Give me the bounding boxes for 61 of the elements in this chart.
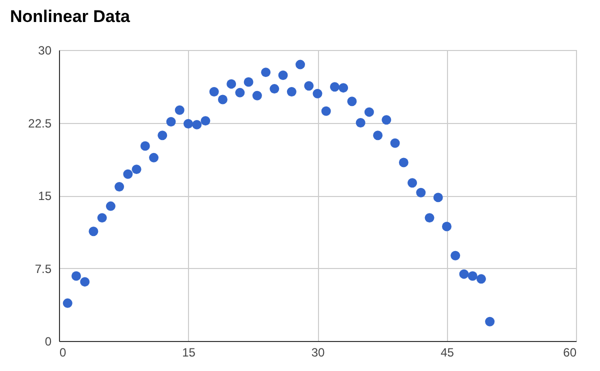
point: [235, 88, 245, 98]
point: [433, 192, 443, 202]
chart-title: Nonlinear Data: [10, 7, 131, 26]
point: [270, 84, 280, 94]
point: [450, 250, 460, 260]
point: [390, 138, 400, 148]
y-tick-label: 22.5: [28, 116, 52, 130]
point: [244, 77, 254, 87]
point: [485, 316, 495, 326]
point: [364, 107, 374, 117]
point: [278, 70, 288, 80]
point: [97, 213, 107, 223]
y-tick-label: 30: [38, 44, 52, 58]
y-tick-label: 15: [38, 189, 52, 203]
point: [80, 277, 90, 287]
point: [286, 86, 296, 96]
point: [312, 88, 322, 98]
point: [356, 118, 366, 128]
point: [226, 79, 236, 89]
point: [408, 178, 418, 188]
point: [140, 141, 150, 151]
point: [71, 271, 81, 281]
point: [296, 60, 306, 70]
y-tick-label: 0: [44, 334, 52, 348]
point: [158, 130, 168, 140]
point: [209, 86, 219, 96]
point: [166, 117, 176, 127]
point: [106, 201, 116, 211]
point: [132, 164, 142, 174]
point: [459, 269, 469, 279]
x-tick-label: 45: [440, 346, 454, 360]
point: [424, 213, 434, 223]
point: [416, 188, 426, 198]
point: [218, 94, 228, 104]
point: [398, 158, 408, 168]
x-tick-label: 15: [182, 346, 196, 360]
x-tick-label: 30: [311, 346, 325, 360]
x-tick-label: 60: [563, 346, 577, 360]
point: [88, 226, 98, 236]
point: [114, 182, 124, 192]
point: [347, 96, 357, 106]
point: [192, 120, 202, 130]
x-tick-label: 0: [60, 346, 66, 360]
point: [476, 274, 486, 284]
point: [321, 106, 331, 116]
point: [338, 83, 348, 93]
point: [149, 152, 159, 162]
y-tick-label: 7.5: [34, 262, 52, 276]
point: [184, 118, 193, 128]
point: [252, 90, 262, 100]
point: [442, 222, 452, 232]
point: [373, 130, 383, 140]
point: [382, 115, 392, 125]
point: [261, 68, 271, 78]
point: [62, 298, 72, 308]
point: [304, 81, 314, 91]
point: [200, 116, 210, 126]
point: [174, 105, 184, 115]
point: [468, 271, 478, 281]
point: [123, 169, 133, 179]
point: [330, 82, 340, 92]
